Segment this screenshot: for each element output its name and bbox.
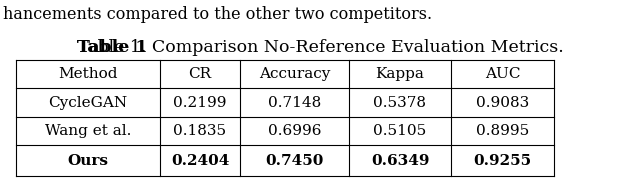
Text: CR: CR [188, 67, 212, 81]
Text: 0.6349: 0.6349 [371, 154, 429, 168]
Text: Table 1: Table 1 [77, 39, 147, 56]
Text: AUC: AUC [484, 67, 520, 81]
Text: Method: Method [58, 67, 118, 81]
Text: 0.8995: 0.8995 [476, 124, 529, 138]
Text: hancements compared to the other two competitors.: hancements compared to the other two com… [3, 6, 433, 23]
Text: Kappa: Kappa [376, 67, 424, 81]
Text: Accuracy: Accuracy [259, 67, 330, 81]
Text: 0.5105: 0.5105 [373, 124, 427, 138]
Text: 0.6996: 0.6996 [268, 124, 321, 138]
Text: Wang et al.: Wang et al. [45, 124, 131, 138]
Text: 0.9083: 0.9083 [476, 96, 529, 110]
Text: CycleGAN: CycleGAN [49, 96, 127, 110]
Text: 0.2404: 0.2404 [171, 154, 229, 168]
Text: 0.7148: 0.7148 [268, 96, 321, 110]
Text: 0.5378: 0.5378 [374, 96, 426, 110]
Text: Table 1. Comparison No-Reference Evaluation Metrics.: Table 1. Comparison No-Reference Evaluat… [77, 39, 563, 56]
Text: Table 1: Table 1 [0, 39, 70, 56]
Text: 0.2199: 0.2199 [173, 96, 227, 110]
Text: Ours: Ours [67, 154, 109, 168]
Text: 0.9255: 0.9255 [474, 154, 531, 168]
Text: 0.1835: 0.1835 [173, 124, 227, 138]
Text: 0.7450: 0.7450 [265, 154, 324, 168]
